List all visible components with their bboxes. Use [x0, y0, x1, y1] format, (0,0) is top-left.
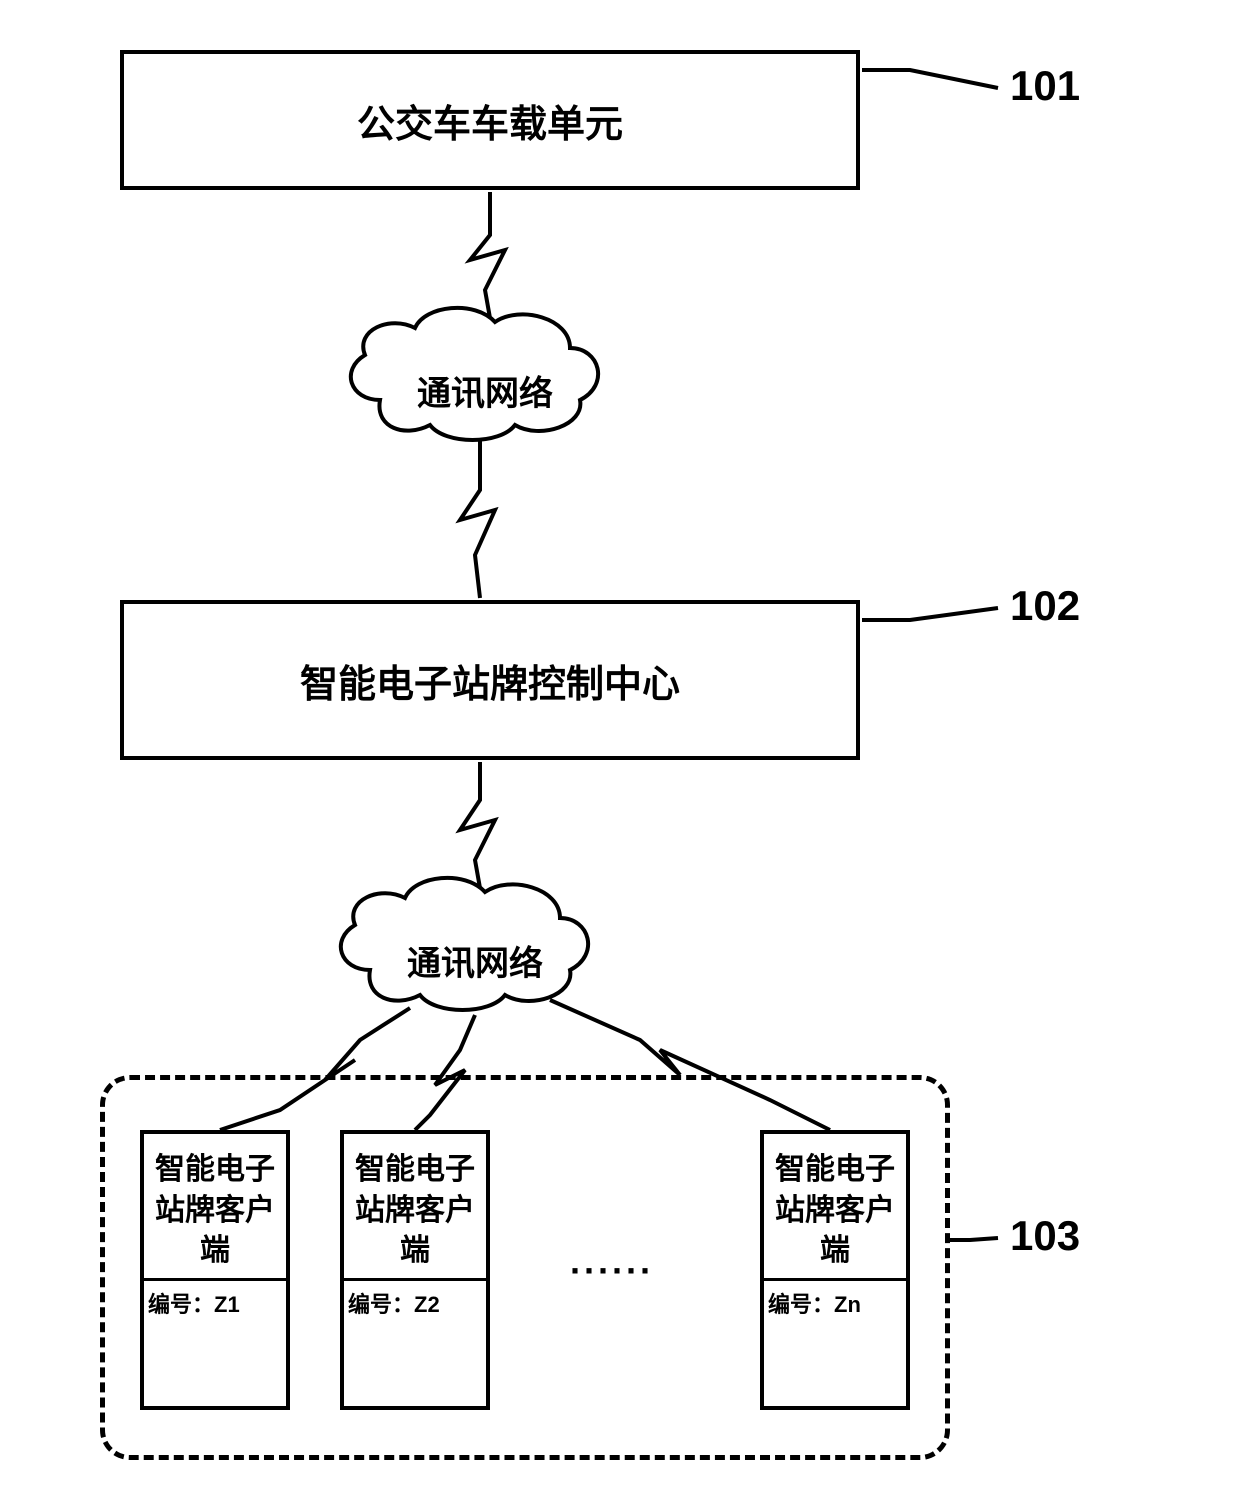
system-diagram: 公交车车载单元 通讯网络 智能电子站牌控制中心 通讯网络 智能电子站牌客户端 编…	[80, 40, 1160, 1460]
clients-ellipsis: ······	[570, 1250, 654, 1292]
ref-leaders	[862, 70, 998, 1240]
client-box-zn: 智能电子站牌客户端 编号：Zn	[760, 1130, 910, 1410]
client-z2-id: 编号：Z2	[344, 1278, 486, 1325]
client-zn-label: 智能电子站牌客户端	[764, 1134, 906, 1278]
cloud-network-1-label: 通讯网络	[340, 366, 630, 415]
node-bus-onboard-unit: 公交车车载单元	[120, 50, 860, 190]
cloud-network-2-wrap: 通讯网络	[330, 880, 620, 1030]
client-zn-id: 编号：Zn	[764, 1278, 906, 1325]
ref-103: 103	[1010, 1212, 1080, 1260]
client-box-z2: 智能电子站牌客户端 编号：Z2	[340, 1130, 490, 1410]
node-bus-onboard-unit-label: 公交车车载单元	[357, 93, 623, 148]
cloud-network-2-label: 通讯网络	[330, 936, 620, 985]
ref-102: 102	[1010, 582, 1080, 630]
ref-101: 101	[1010, 62, 1080, 110]
node-control-center: 智能电子站牌控制中心	[120, 600, 860, 760]
client-z2-label: 智能电子站牌客户端	[344, 1134, 486, 1278]
cloud-network-1-wrap: 通讯网络	[340, 310, 630, 460]
client-z1-id: 编号：Z1	[144, 1278, 286, 1325]
node-control-center-label: 智能电子站牌控制中心	[300, 653, 680, 708]
client-z1-label: 智能电子站牌客户端	[144, 1134, 286, 1278]
client-box-z1: 智能电子站牌客户端 编号：Z1	[140, 1130, 290, 1410]
